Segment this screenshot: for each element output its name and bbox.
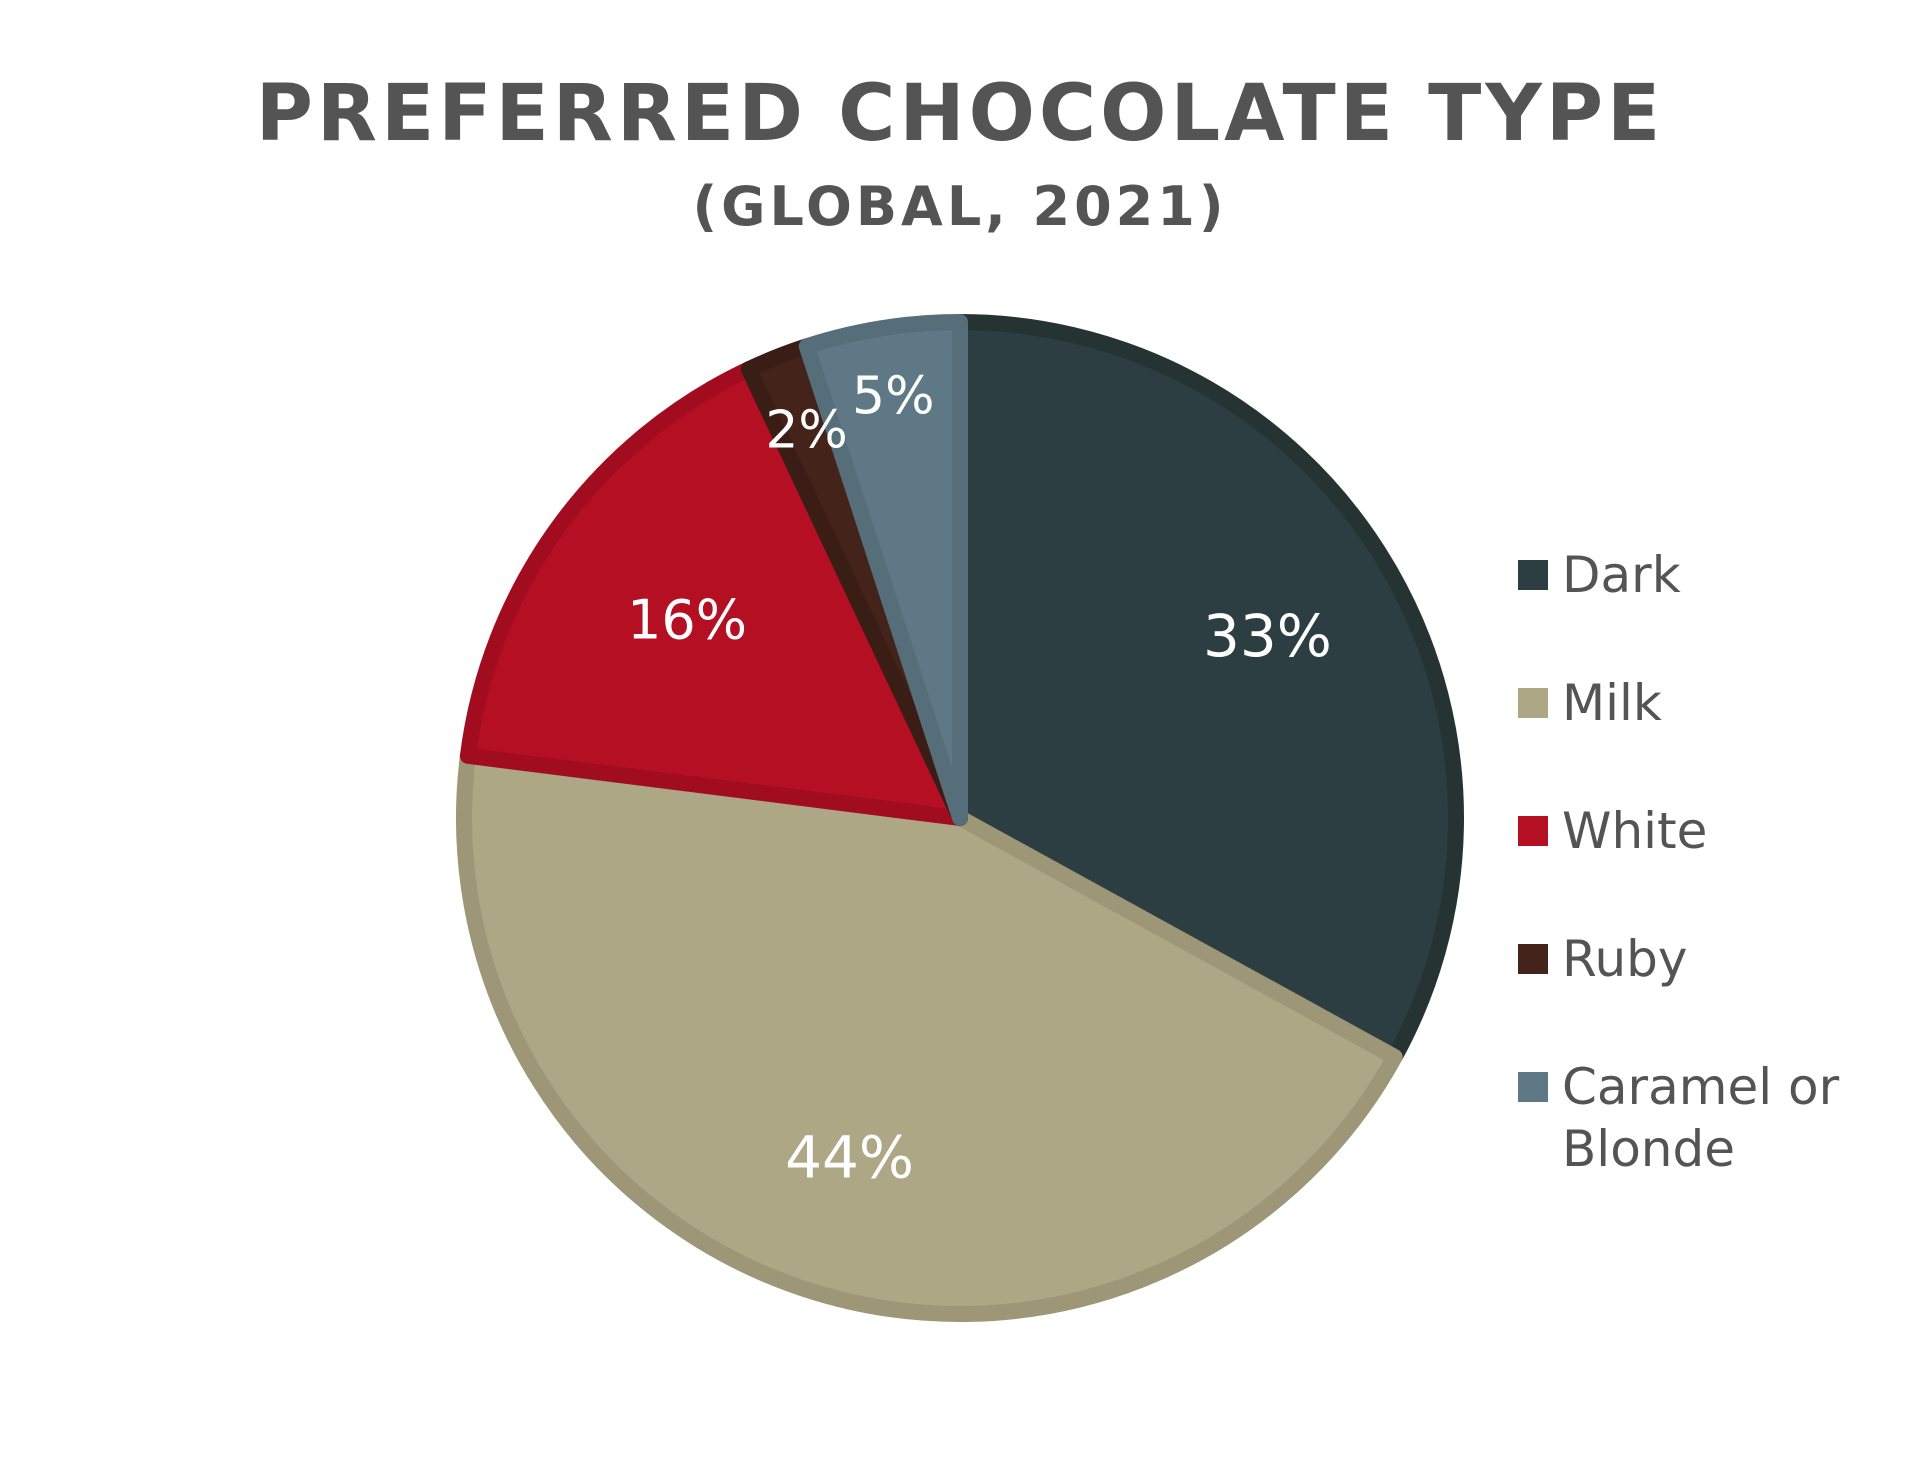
slice-label-white: 16% <box>627 588 747 651</box>
pie-slice-caramel-or-blonde <box>798 314 968 826</box>
legend-item-milk: Milk <box>1518 674 1662 732</box>
legend-label-white: White <box>1562 802 1707 860</box>
legend-swatch-milk <box>1518 688 1548 718</box>
legend-swatch-white <box>1518 816 1548 846</box>
slice-label-milk: 44% <box>785 1124 914 1192</box>
slice-label-dark: 33% <box>1203 602 1332 670</box>
legend-swatch-dark <box>1518 560 1548 590</box>
legend-label-ruby: Ruby <box>1562 930 1688 988</box>
legend-item-white: White <box>1518 802 1707 860</box>
legend-swatch-ruby <box>1518 944 1548 974</box>
pie-slice-white <box>459 361 968 826</box>
pie-slice-dark <box>952 314 1464 1065</box>
slice-labels: 33% 44% 16% 2%5% <box>627 367 1332 1192</box>
legend-label-caramel-or-blonde-line-1: Caramel or <box>1562 1058 1840 1116</box>
slice-label-caramel-or-blonde: 5% <box>852 367 935 427</box>
slice-label-ruby: 2% <box>765 401 848 461</box>
pie-slices <box>456 314 1464 1322</box>
chart-subtitle: (GLOBAL, 2021) <box>692 175 1227 238</box>
legend-swatch-caramel-or-blonde <box>1518 1072 1548 1102</box>
legend-item-dark: Dark <box>1518 546 1681 604</box>
chart-title: PREFERRED CHOCOLATE TYPE <box>256 69 1665 159</box>
legend-label-dark: Dark <box>1562 546 1681 604</box>
pie-slice-milk <box>456 747 1403 1322</box>
legend-label-milk: Milk <box>1562 674 1662 732</box>
legend-label-caramel-or-blonde-line-2: Blonde <box>1562 1120 1735 1178</box>
legend-item-ruby: Ruby <box>1518 930 1688 988</box>
